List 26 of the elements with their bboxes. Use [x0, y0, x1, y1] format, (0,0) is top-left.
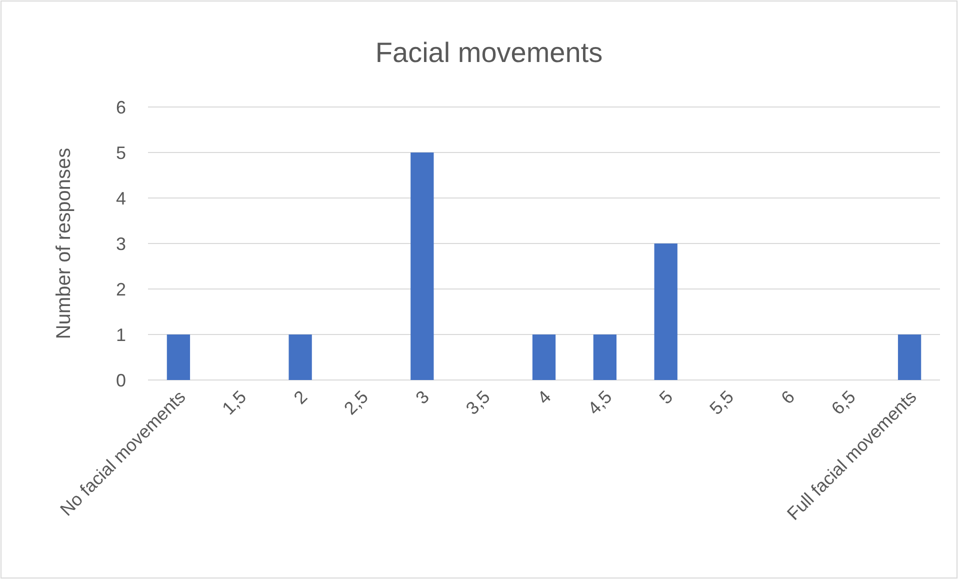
bar	[654, 244, 678, 380]
y-tick-label: 0	[116, 370, 126, 390]
x-tick-label: 2	[290, 386, 312, 408]
y-tick-label: 2	[116, 279, 126, 300]
bar	[288, 334, 312, 380]
x-tick-label: 3	[412, 386, 433, 408]
y-tick-label: 4	[116, 188, 126, 208]
bar	[410, 152, 434, 380]
x-tick-label: 6	[777, 386, 799, 408]
chart-title: Facial movements	[375, 37, 603, 68]
y-axis-title: Number of responses	[53, 148, 75, 340]
y-tick-label: 1	[116, 324, 126, 345]
bar	[166, 334, 190, 380]
y-tick-label: 5	[116, 142, 126, 163]
x-tick-label: 1,5	[218, 386, 250, 419]
x-tick-label: 2,5	[340, 386, 372, 419]
y-tick-label: 3	[116, 234, 126, 254]
bar	[532, 334, 556, 380]
y-tick-label: 6	[116, 97, 126, 118]
bar	[898, 334, 922, 380]
x-tick-label: 4	[534, 386, 555, 408]
x-tick-label: 5,5	[706, 386, 738, 419]
x-tick-label: 5	[655, 386, 677, 408]
x-tick-label: 4,5	[584, 386, 616, 419]
bar	[593, 334, 616, 380]
x-tick-label: 3,5	[462, 386, 494, 419]
